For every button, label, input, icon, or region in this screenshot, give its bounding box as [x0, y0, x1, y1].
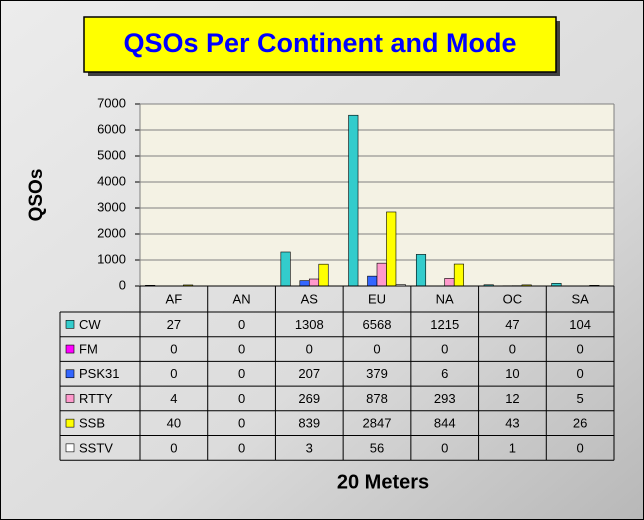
table-cell: 4	[170, 391, 177, 406]
table-cell: 0	[238, 391, 245, 406]
table-cell: 0	[441, 341, 448, 356]
legend-label: FM	[79, 341, 98, 356]
x-tick-label: SA	[571, 291, 589, 306]
table-cell: 1215	[430, 317, 459, 332]
bar	[318, 263, 329, 287]
table-cell: 844	[434, 416, 456, 431]
legend-label: RTTY	[79, 391, 113, 406]
table-cell: 0	[373, 341, 380, 356]
table-cell: 0	[441, 440, 448, 455]
table-cell: 207	[298, 366, 320, 381]
table-cell: 56	[370, 440, 384, 455]
x-tick-label: AN	[233, 291, 251, 306]
bar	[280, 251, 291, 287]
x-axis-title: 20 Meters	[337, 471, 429, 493]
table-cell: 40	[167, 416, 181, 431]
legend-label: CW	[79, 317, 101, 332]
y-tick-label: 0	[119, 277, 126, 292]
legend-label: SSTV	[79, 440, 113, 455]
bar	[444, 278, 455, 287]
legend-key	[65, 320, 75, 329]
table-cell: 6	[441, 366, 448, 381]
table-cell: 0	[170, 341, 177, 356]
table-cell: 0	[238, 317, 245, 332]
x-tick-label: AS	[301, 291, 319, 306]
legend-key	[65, 344, 75, 354]
table-cell: 0	[238, 440, 245, 455]
y-tick-label: 7000	[97, 95, 126, 110]
table-cell: 104	[569, 317, 591, 332]
table-cell: 0	[577, 366, 584, 381]
table-cell: 6568	[363, 317, 392, 332]
table-cell: 0	[306, 341, 313, 356]
x-tick-label: OC	[503, 291, 523, 306]
y-tick-label: 5000	[97, 147, 126, 162]
y-tick-label: 4000	[97, 173, 126, 188]
bar	[453, 263, 464, 287]
chart-title: QSOs Per Continent and Mode	[123, 28, 516, 58]
table-cell: 293	[434, 391, 456, 406]
legend-label: SSB	[79, 416, 105, 431]
table-cell: 27	[167, 317, 181, 332]
table-cell: 0	[238, 341, 245, 356]
bar	[376, 262, 387, 287]
table-cell: 878	[366, 391, 388, 406]
x-tick-label: AF	[166, 291, 183, 306]
table-cell: 0	[170, 440, 177, 455]
table-cell: 0	[170, 366, 177, 381]
legend-key	[65, 418, 75, 428]
bar	[308, 278, 320, 287]
table-cell: 0	[509, 341, 516, 356]
table-cell: 379	[366, 366, 388, 381]
x-tick-label: EU	[368, 291, 386, 306]
table-cell: 10	[505, 366, 519, 381]
table-cell: 2847	[363, 416, 392, 431]
legend-label: PSK31	[79, 366, 119, 381]
table-cell: 0	[238, 416, 245, 431]
y-tick-label: 3000	[97, 199, 126, 214]
bar	[299, 280, 310, 287]
table-cell: 0	[577, 341, 584, 356]
x-tick-label: NA	[436, 291, 454, 306]
title-box	[83, 16, 557, 73]
table-cell: 0	[577, 440, 584, 455]
y-tick-label: 2000	[97, 225, 126, 240]
bar	[415, 254, 427, 287]
bar	[386, 211, 397, 287]
legend-key	[65, 443, 75, 453]
table-cell: 839	[298, 416, 320, 431]
table-cell: 47	[505, 317, 519, 332]
table-cell: 5	[577, 391, 584, 406]
y-tick-label: 1000	[97, 251, 126, 266]
table-cell: 26	[573, 416, 587, 431]
table-cell: 1308	[295, 317, 324, 332]
legend-key	[65, 394, 75, 403]
table-cell: 12	[505, 391, 519, 406]
table-cell: 1	[509, 440, 516, 455]
y-axis-title: QSOs	[26, 169, 47, 222]
bar	[348, 114, 359, 287]
table-cell: 3	[306, 440, 313, 455]
table-cell: 269	[298, 391, 320, 406]
y-tick-label: 6000	[97, 121, 126, 136]
bar	[367, 275, 378, 287]
legend-key	[65, 369, 75, 379]
table-cell: 43	[505, 416, 519, 431]
plot-area	[140, 104, 614, 286]
table-cell: 0	[238, 366, 245, 381]
